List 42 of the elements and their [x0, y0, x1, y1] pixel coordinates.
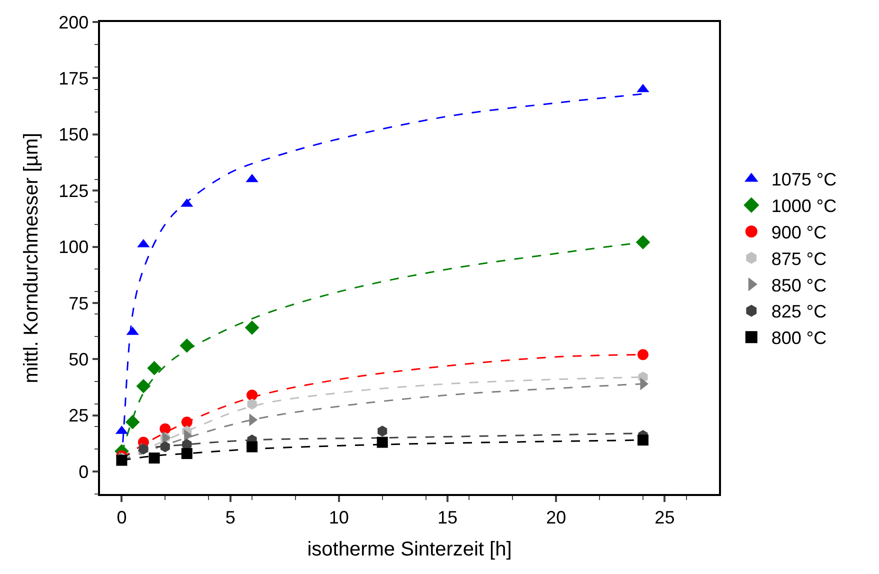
legend-label: 825 °C	[771, 302, 827, 322]
y-tick-label: 175	[58, 68, 89, 88]
x-tick-label: 15	[437, 507, 458, 528]
point	[181, 448, 192, 460]
point	[160, 441, 170, 452]
point	[244, 320, 260, 335]
y-tick-label: 0	[78, 462, 89, 482]
x-tick-label: 20	[546, 507, 566, 528]
y-axis-title: mittl. Korndurchmesser [µm]	[20, 132, 43, 384]
y-tick-label: 75	[68, 293, 89, 314]
x-tick-label: 10	[328, 507, 349, 528]
x-tick-label: 5	[225, 507, 236, 528]
point	[378, 426, 388, 437]
point	[181, 416, 192, 428]
legend-label: 1000 °C	[771, 196, 837, 216]
point	[180, 338, 194, 353]
x-tick-label: 0	[116, 507, 127, 528]
point	[148, 452, 160, 464]
point	[636, 235, 650, 250]
x-axis-title: isotherme Sinterzeit [h]	[307, 538, 512, 560]
point	[136, 378, 151, 394]
point	[246, 390, 258, 401]
legend-label: 850 °C	[771, 275, 827, 296]
legend-label: 1075 °C	[771, 170, 837, 190]
legend-label: 875 °C	[771, 248, 827, 269]
point	[376, 436, 388, 448]
point	[246, 441, 258, 452]
y-tick-label: 100	[58, 237, 89, 258]
y-tick-label: 25	[68, 406, 89, 426]
point	[160, 423, 171, 434]
point	[637, 434, 648, 446]
point	[637, 349, 648, 360]
legend-label: 800 °C	[771, 328, 827, 348]
point	[147, 360, 162, 376]
y-tick-label: 200	[58, 12, 89, 32]
point	[247, 398, 257, 410]
x-tick-label: 25	[654, 507, 675, 528]
y-tick-label: 125	[58, 180, 89, 201]
legend-label: 900 °C	[771, 222, 827, 243]
point	[125, 414, 140, 430]
y-tick-label: 50	[68, 349, 89, 370]
y-tick-label: 150	[58, 124, 89, 145]
